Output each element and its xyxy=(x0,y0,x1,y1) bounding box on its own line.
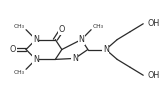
Text: O: O xyxy=(59,25,65,34)
Text: OH: OH xyxy=(147,71,160,80)
Text: N: N xyxy=(72,54,78,63)
Text: O: O xyxy=(10,45,16,54)
Text: N: N xyxy=(78,35,84,44)
Text: OH: OH xyxy=(147,19,160,28)
Text: N: N xyxy=(33,55,39,64)
Text: CH₃: CH₃ xyxy=(13,24,24,29)
Text: CH₃: CH₃ xyxy=(93,24,104,29)
Text: N: N xyxy=(33,35,39,44)
Text: CH₃: CH₃ xyxy=(13,70,24,75)
Text: N: N xyxy=(103,45,109,54)
